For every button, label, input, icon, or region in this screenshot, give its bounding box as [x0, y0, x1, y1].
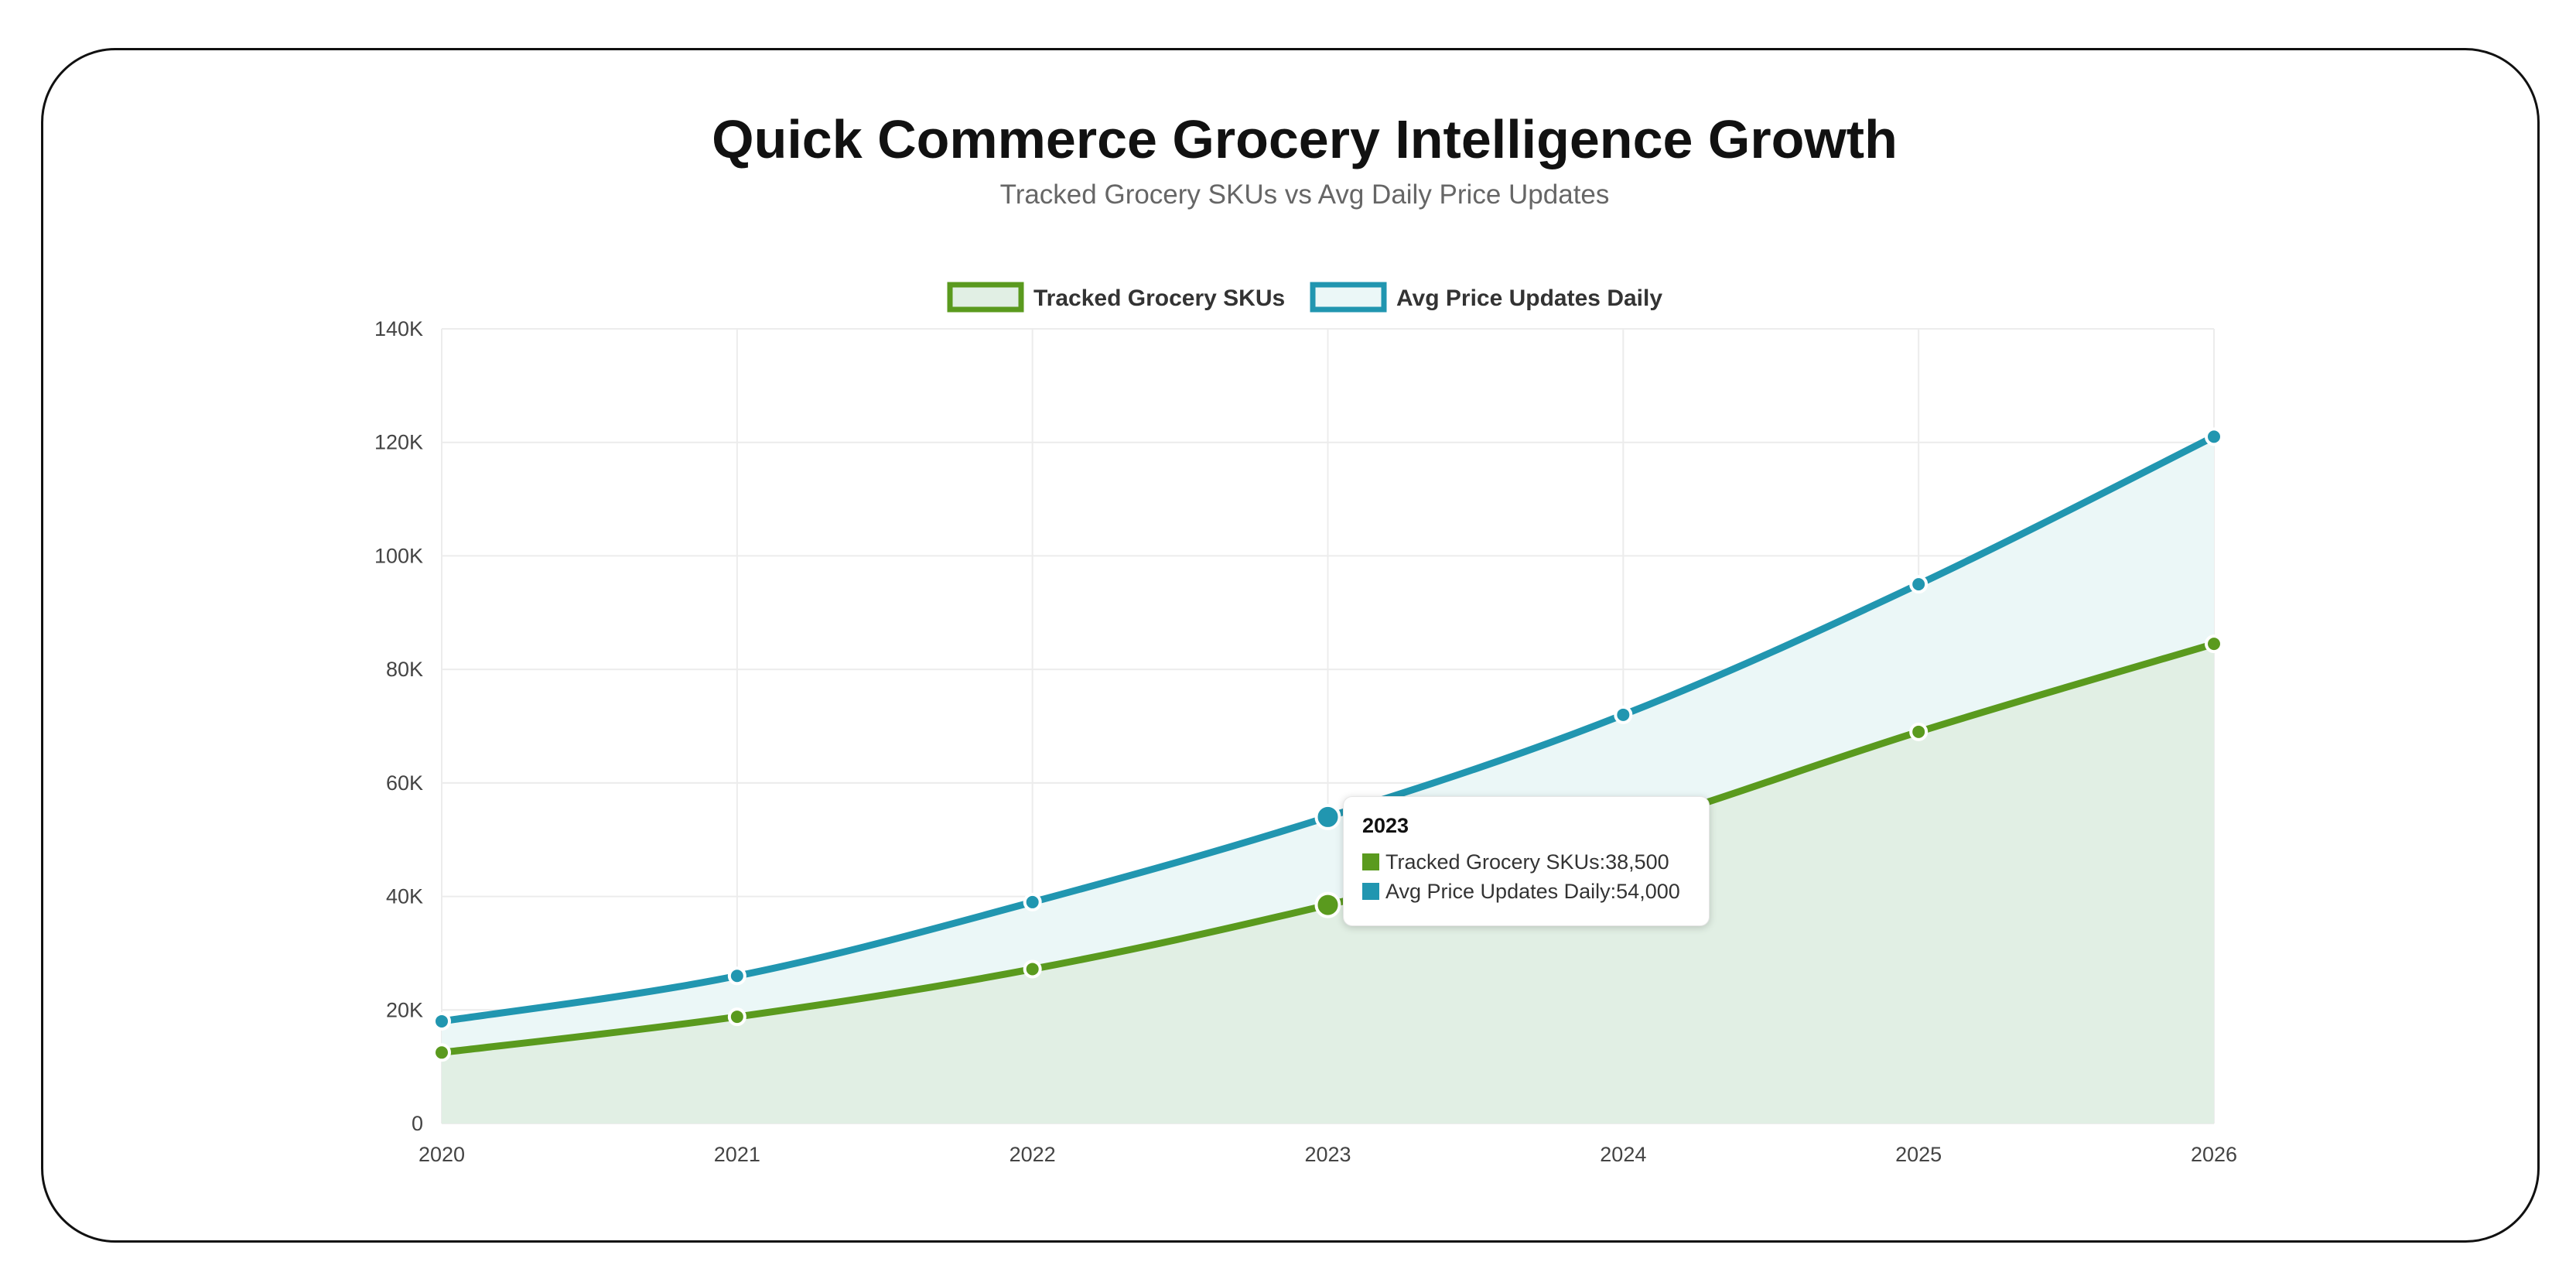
point-series-1-2026 [2205, 427, 2223, 446]
y-tick-label-6: 120K [374, 431, 423, 454]
tooltip-value-skus: 38,500 [1605, 850, 1669, 874]
y-tick-label-3: 60K [386, 771, 423, 795]
chart-tooltip: 2023 Tracked Grocery SKUs 38,500 Avg Pri… [1343, 796, 1710, 926]
legend-swatch-series-0 [947, 282, 1024, 313]
x-tick-label-2023: 2023 [1304, 1143, 1351, 1166]
point-series-1-2024 [1614, 705, 1633, 724]
x-tick-label-2025: 2025 [1895, 1143, 1942, 1166]
area-fill-series-0 [442, 644, 2214, 1123]
legend-swatch-series-1 [1310, 282, 1387, 313]
chart-subtitle: Tracked Grocery SKUs vs Avg Daily Price … [999, 180, 1610, 210]
y-tick-label-4: 80K [386, 658, 423, 681]
tooltip-value-updates: 54,000 [1616, 879, 1680, 903]
x-tick-label-2024: 2024 [1600, 1143, 1646, 1166]
tooltip-row-skus: Tracked Grocery SKUs 38,500 [1362, 847, 1690, 877]
y-tick-label-2: 40K [386, 885, 423, 908]
point-series-1-2020 [432, 1011, 451, 1031]
tooltip-swatch-updates [1362, 883, 1379, 900]
point-series-0-2022 [1023, 959, 1042, 979]
x-tick-label-2026: 2026 [2191, 1143, 2237, 1166]
tooltip-title: 2023 [1362, 814, 1409, 837]
x-tick-label-2021: 2021 [714, 1143, 760, 1166]
point-series-1-2023 [1314, 803, 1341, 830]
y-tick-label-5: 100K [374, 544, 423, 567]
point-series-1-2025 [1909, 575, 1929, 594]
point-series-0-2026 [2205, 634, 2223, 654]
y-tick-label-1: 20K [386, 998, 423, 1021]
point-series-1-2022 [1023, 892, 1042, 911]
x-tick-label-2022: 2022 [1010, 1143, 1056, 1166]
chart-title: Quick Commerce Grocery Intelligence Grow… [712, 109, 1898, 169]
y-tick-label-0: 0 [412, 1112, 423, 1135]
tooltip-row-updates: Avg Price Updates Daily 54,000 [1362, 877, 1690, 906]
tooltip-swatch-skus [1362, 853, 1379, 870]
point-series-0-2021 [727, 1007, 746, 1027]
tooltip-label-updates: Avg Price Updates Daily [1385, 880, 1616, 904]
point-series-0-2023 [1314, 891, 1341, 918]
point-series-1-2021 [727, 966, 746, 986]
y-tick-label-7: 140K [374, 317, 423, 340]
x-tick-label-2020: 2020 [419, 1143, 465, 1166]
legend-label-series-1: Avg Price Updates Daily [1396, 286, 1662, 311]
legend-label-series-0: Tracked Grocery SKUs [1033, 286, 1285, 311]
point-series-0-2025 [1909, 722, 1929, 741]
tooltip-label-skus: Tracked Grocery SKUs [1385, 850, 1605, 874]
point-series-0-2020 [432, 1043, 451, 1062]
